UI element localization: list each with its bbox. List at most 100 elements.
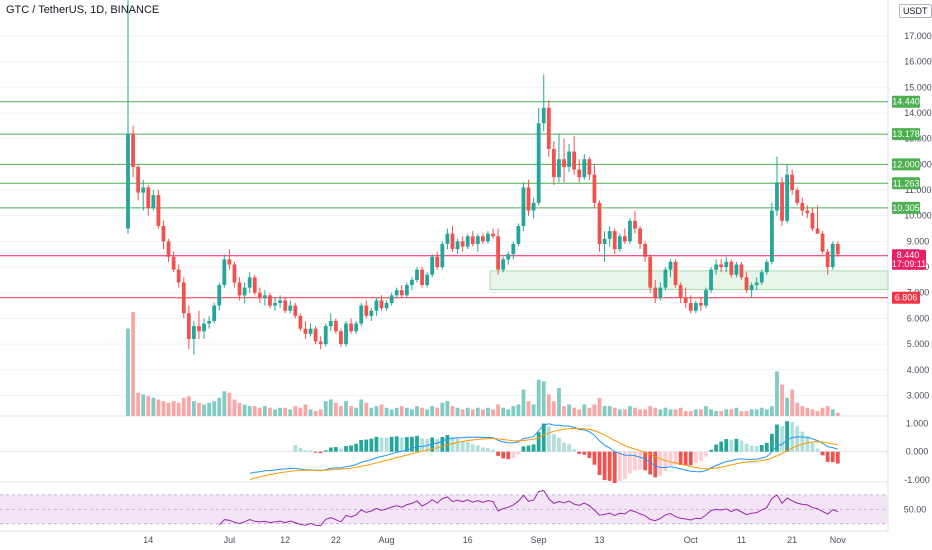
volume-bar-12 [186, 396, 191, 416]
price-tick-1: 16.000 [904, 57, 932, 67]
candle-41 [333, 318, 338, 334]
volume-bar-109 [678, 407, 683, 416]
macd-hist-47 [364, 439, 369, 452]
macd-hist-63 [445, 435, 450, 452]
volume-bar-57 [415, 406, 419, 416]
volume-bar-45 [354, 407, 359, 416]
volume-bar-44 [349, 406, 353, 416]
candle-68 [470, 231, 475, 247]
volume-bar-38 [318, 409, 323, 416]
volume-bar-87 [567, 404, 571, 416]
time-tick-0: 14 [143, 535, 153, 545]
candle-126 [764, 259, 769, 275]
macd-hist-101 [638, 451, 642, 470]
macd-hist-83 [546, 426, 551, 452]
volume-bar-132 [795, 402, 800, 416]
volume-bar-31 [283, 407, 288, 416]
macd-hist-126 [764, 442, 769, 452]
price-tick-11: 6.000 [907, 313, 930, 323]
candle-59 [425, 272, 430, 288]
rsi-line [218, 489, 838, 527]
macd-hist-112 [693, 451, 698, 464]
volume-bar-4 [146, 396, 151, 416]
macd-hist-114 [704, 451, 708, 457]
time-tick-11: Nov [830, 535, 847, 545]
macd-hist-94 [602, 451, 607, 480]
candle-125 [759, 269, 764, 286]
volume-bar-86 [562, 406, 566, 416]
volume-bar-140 [835, 412, 840, 416]
time-tick-3: 22 [331, 535, 341, 545]
candle-52 [389, 292, 394, 306]
candle-112 [693, 300, 698, 314]
volume-bar-99 [628, 406, 632, 416]
zone-rect [489, 270, 889, 290]
candle-117 [719, 259, 724, 273]
candle-75 [506, 251, 511, 265]
macd-hist-88 [572, 449, 577, 452]
candle-6 [156, 190, 161, 229]
volume-bar-68 [470, 409, 475, 416]
rsi-pane [0, 489, 888, 527]
candle-38 [318, 336, 323, 350]
macd-hist-98 [622, 451, 627, 480]
candle-127 [769, 202, 774, 265]
candle-140 [835, 241, 840, 257]
currency-badge[interactable]: USDT [899, 4, 932, 18]
candle-48 [369, 308, 374, 321]
macd-hist-41 [333, 447, 338, 452]
time-axis[interactable]: 14 Jul 12 22 Aug 16 Sep 13 Oct 11 21 Nov [143, 535, 846, 545]
volume-bar-78 [521, 389, 526, 416]
macd-hist-119 [729, 439, 734, 452]
macd-hist-115 [709, 449, 713, 452]
candle-57 [415, 267, 419, 283]
candle-65 [455, 238, 460, 255]
candle-107 [668, 259, 673, 278]
macd-hist-74 [501, 451, 506, 459]
macd-hist-139 [830, 451, 835, 463]
time-tick-5: 16 [463, 535, 473, 545]
macd-hist-36 [308, 450, 313, 452]
volume-bar-46 [359, 399, 364, 416]
volume-bar-127 [769, 406, 774, 416]
candle-49 [374, 297, 379, 316]
candle-23 [242, 282, 247, 304]
macd-hist-127 [769, 433, 774, 452]
candle-116 [714, 259, 719, 275]
volume-bar-103 [648, 406, 653, 416]
macd-hist-82 [541, 423, 546, 452]
support-zone [489, 270, 889, 290]
macd-hist-95 [607, 451, 612, 481]
macd-hist-102 [643, 451, 648, 471]
level-tag-1: 13.178 [892, 128, 920, 141]
volume-bar-72 [491, 409, 495, 416]
volume-bar-19 [222, 391, 227, 416]
candle-131 [790, 169, 795, 196]
macd-hist-70 [481, 447, 485, 452]
candle-56 [410, 277, 414, 291]
volume-bar-53 [394, 407, 399, 416]
volume-bar-13 [192, 401, 196, 416]
macd-hist-124 [754, 446, 759, 452]
price-tick-14: 3.000 [907, 390, 930, 400]
volume-bar-10 [176, 402, 181, 416]
candle-61 [435, 251, 440, 270]
candle-123 [749, 282, 754, 298]
volume-bar-25 [252, 406, 257, 416]
volume-bar-20 [227, 392, 232, 416]
volume-bar-15 [202, 404, 206, 416]
volume-bar-100 [633, 407, 637, 416]
volume-bar-119 [729, 409, 734, 416]
macd-hist-37 [313, 451, 318, 453]
macd-hist-43 [344, 445, 348, 452]
candle-104 [653, 279, 658, 304]
volume-bar-49 [374, 406, 379, 416]
volume-bar-66 [460, 409, 465, 416]
candle-1 [131, 125, 135, 178]
price-tick-7: 10.000 [904, 211, 932, 221]
candle-50 [379, 295, 384, 311]
volume-bar-28 [268, 407, 272, 416]
candle-133 [800, 197, 805, 216]
price-tick-2: 15.000 [904, 82, 932, 92]
